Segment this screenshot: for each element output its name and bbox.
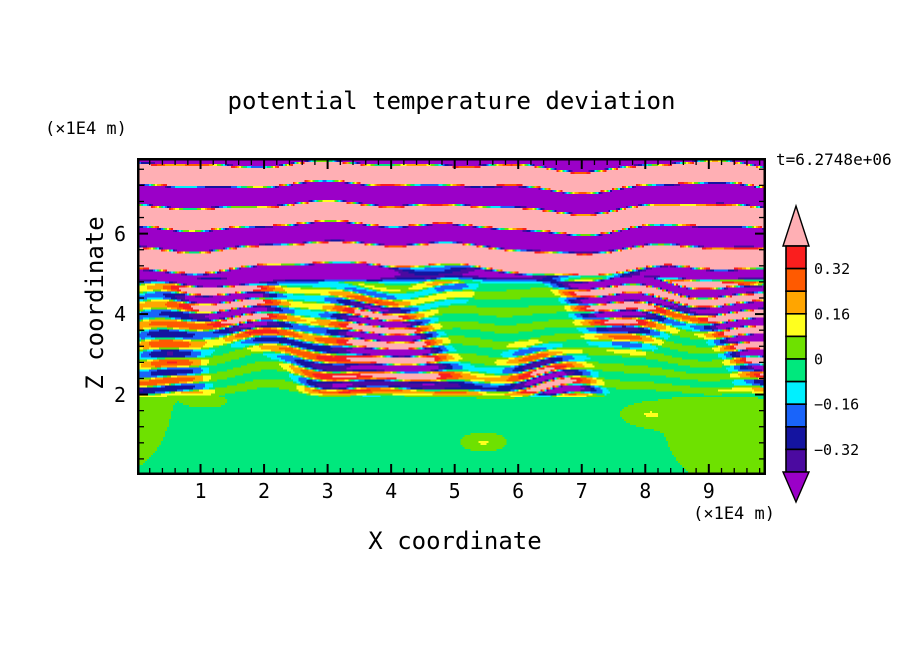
x-tick-label: 7 (575, 479, 588, 503)
plot-frame-and-ticks (137, 158, 766, 475)
colorbar-label: 0.16 (814, 305, 850, 323)
temperature-field-canvas (137, 158, 766, 475)
x-tick-label: 2 (258, 479, 271, 503)
colorbar-arrow-down (781, 471, 811, 504)
colorbar-cell (785, 426, 807, 451)
colorbar-cell (785, 380, 807, 406)
colorbar-cell (785, 358, 807, 383)
colorbar-arrow-up (782, 203, 810, 247)
colorbar-cell (785, 448, 807, 473)
contour-plot-area (137, 158, 766, 475)
colorbar-cell (785, 267, 807, 292)
colorbar-label: −0.16 (814, 396, 859, 414)
x-tick-label: 6 (512, 479, 525, 503)
plot-border (137, 158, 766, 475)
plot-title: potential temperature deviation (227, 87, 676, 115)
time-label: t=6.2748e+06 (776, 150, 892, 169)
x-axis-label: X coordinate (368, 527, 542, 555)
x-tick-label: 3 (321, 479, 334, 503)
x-tick-label: 8 (639, 479, 652, 503)
colorbar-cell (785, 335, 807, 360)
z-tick-label: 6 (113, 221, 126, 246)
colorbar-label: 0 (814, 351, 823, 369)
colorbar-label: 0.32 (814, 260, 850, 278)
z-axis-unit: (×1E4 m) (45, 119, 127, 139)
z-tick-label: 4 (113, 302, 126, 327)
x-tick-label: 4 (385, 479, 398, 503)
colorbar: 0.32 0.16 0 −0.16 −0.32 (781, 203, 859, 504)
x-tick-label: 1 (194, 479, 207, 503)
colorbar-cell (785, 245, 807, 270)
colorbar-label: −0.32 (814, 441, 859, 459)
colorbar-cell (785, 313, 807, 338)
x-tick-label: 5 (448, 479, 461, 503)
colorbar-cell (785, 403, 807, 428)
z-tick-label: 2 (113, 382, 126, 407)
x-axis-unit: (×1E4 m) (693, 504, 775, 524)
colorbar-cell (785, 290, 807, 315)
x-tick-label: 9 (702, 479, 715, 503)
